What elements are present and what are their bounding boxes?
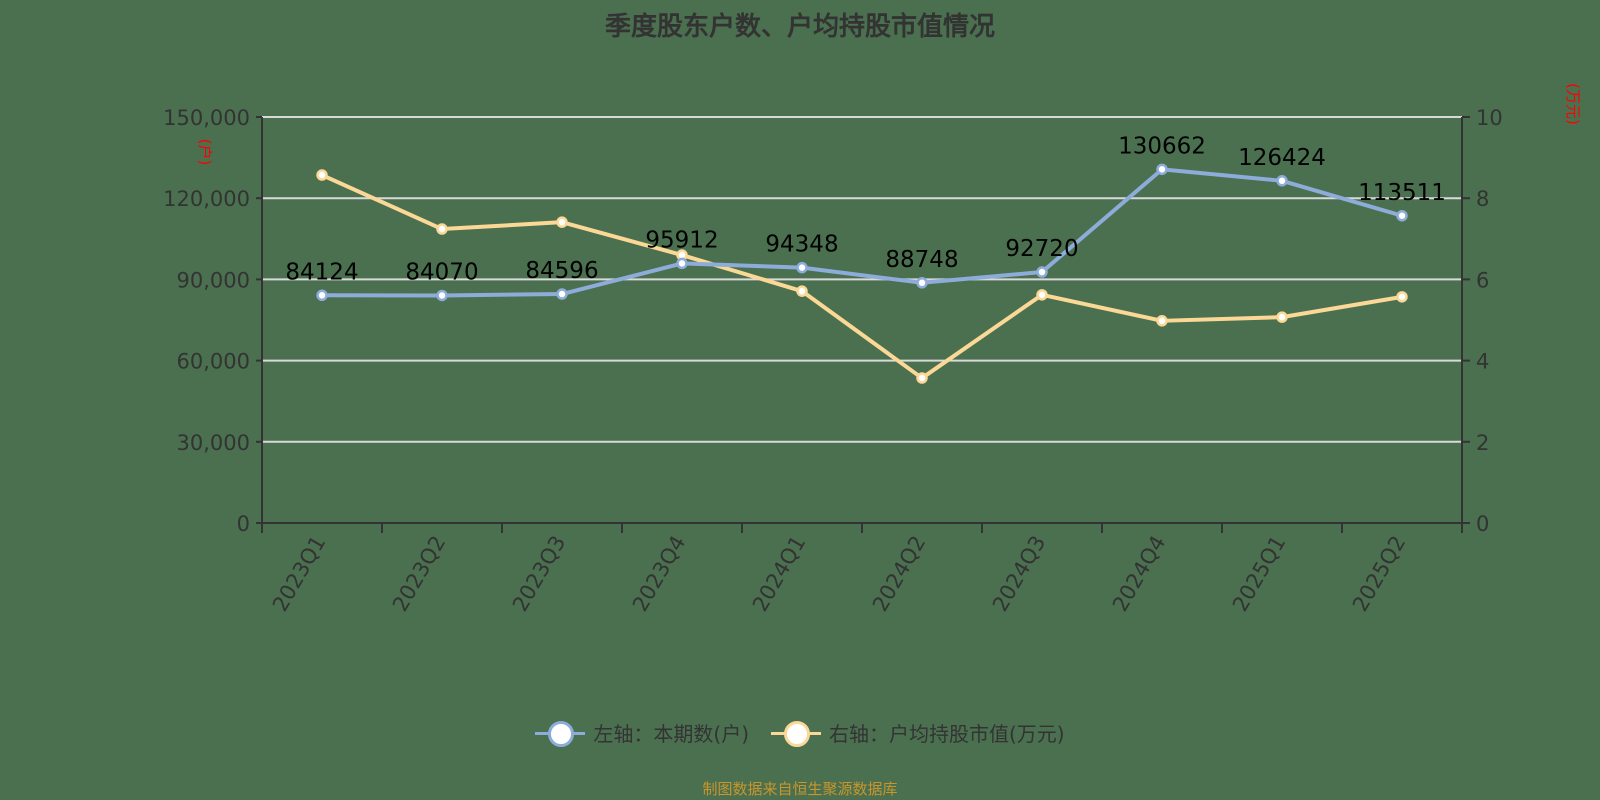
data-label: 94348 [765,232,838,258]
legend-label: 左轴：本期数(户) [593,722,749,746]
data-labels: 84124 84070 84596 95912 94348 88748 92720 13066… [285,133,1445,285]
right-axis-tick: 6 [1476,268,1489,292]
legend-item-shareholders[interactable]: 左轴：本期数(户) [535,718,749,747]
x-axis-tick: 2023Q4 [628,532,690,616]
data-label: 126424 [1238,145,1326,171]
data-label: 84070 [405,259,478,285]
x-axis-tick: 2023Q2 [388,532,450,616]
x-axis-tick: 2024Q2 [868,532,930,616]
legend-label: 右轴：户均持股市值(万元) [829,722,1065,746]
data-label: 88748 [885,247,958,273]
data-label: 113511 [1358,180,1446,206]
data-label: 84596 [525,258,598,284]
data-label: 95912 [645,227,718,253]
left-axis-tick: 60,000 [177,350,250,374]
legend: 左轴：本期数(户) 右轴：户均持股市值(万元) [0,718,1600,747]
data-point[interactable] [316,289,328,302]
data-point[interactable] [916,277,928,289]
right-axis-tick: 2 [1476,431,1489,455]
data-point[interactable] [1036,266,1048,278]
data-point[interactable] [556,288,568,300]
left-axis-tick: 90,000 [177,268,250,292]
data-point[interactable] [1276,311,1288,323]
x-axis-tick: 2024Q4 [1108,532,1170,616]
left-axis-tick: 120,000 [163,187,250,211]
left-axis-tick: 30,000 [177,431,250,455]
legend-item-avg-value[interactable]: 右轴：户均持股市值(万元) [771,718,1065,747]
left-axis-tick: 0 [237,512,250,536]
right-axis-tick: 10 [1476,106,1503,130]
legend-marker-blue-icon [535,719,586,747]
data-label: 130662 [1118,133,1206,159]
data-point[interactable] [1396,210,1408,222]
data-label: 92720 [1005,236,1078,262]
data-point[interactable] [436,289,448,302]
data-point[interactable] [1396,291,1408,303]
data-label: 84124 [285,259,358,285]
axes: 0 30,000 60,000 90,000 120,000 150,000 0 2 4 6 8 10… [163,83,1582,616]
right-axis-tick: 4 [1476,350,1489,374]
chart-title: 季度股东户数、户均持股市值情况 [604,12,995,42]
data-point[interactable] [1156,163,1168,176]
data-point[interactable] [316,169,328,181]
gridlines [262,116,1462,443]
x-axis-tick: 2025Q2 [1348,532,1410,616]
left-axis-unit: (户) [196,139,214,166]
right-axis-unit: (万元) [1564,83,1582,125]
legend-marker-yellow-icon [771,719,821,747]
data-point[interactable] [796,261,808,274]
data-point[interactable] [796,285,808,297]
x-axis-tick: 2024Q3 [988,532,1050,616]
source-note: 制图数据来自恒生聚源数据库 [702,780,898,798]
data-point[interactable] [916,372,928,384]
avg-value-line [321,173,1403,381]
data-point[interactable] [676,257,688,270]
right-axis-tick: 0 [1476,512,1489,536]
right-axis-tick: 8 [1476,187,1489,211]
data-point[interactable] [556,216,568,228]
data-point[interactable] [1156,315,1168,327]
x-axis-tick: 2023Q3 [508,532,570,616]
left-axis-tick: 150,000 [163,106,250,130]
data-point[interactable] [1276,175,1288,187]
x-axis-tick: 2025Q1 [1228,532,1290,616]
series-lines [316,163,1408,384]
x-axis-tick: 2024Q1 [748,532,810,616]
data-point[interactable] [436,223,448,235]
shareholders-line [321,167,1403,298]
data-point[interactable] [1036,289,1048,301]
x-axis-tick: 2023Q1 [268,532,330,616]
